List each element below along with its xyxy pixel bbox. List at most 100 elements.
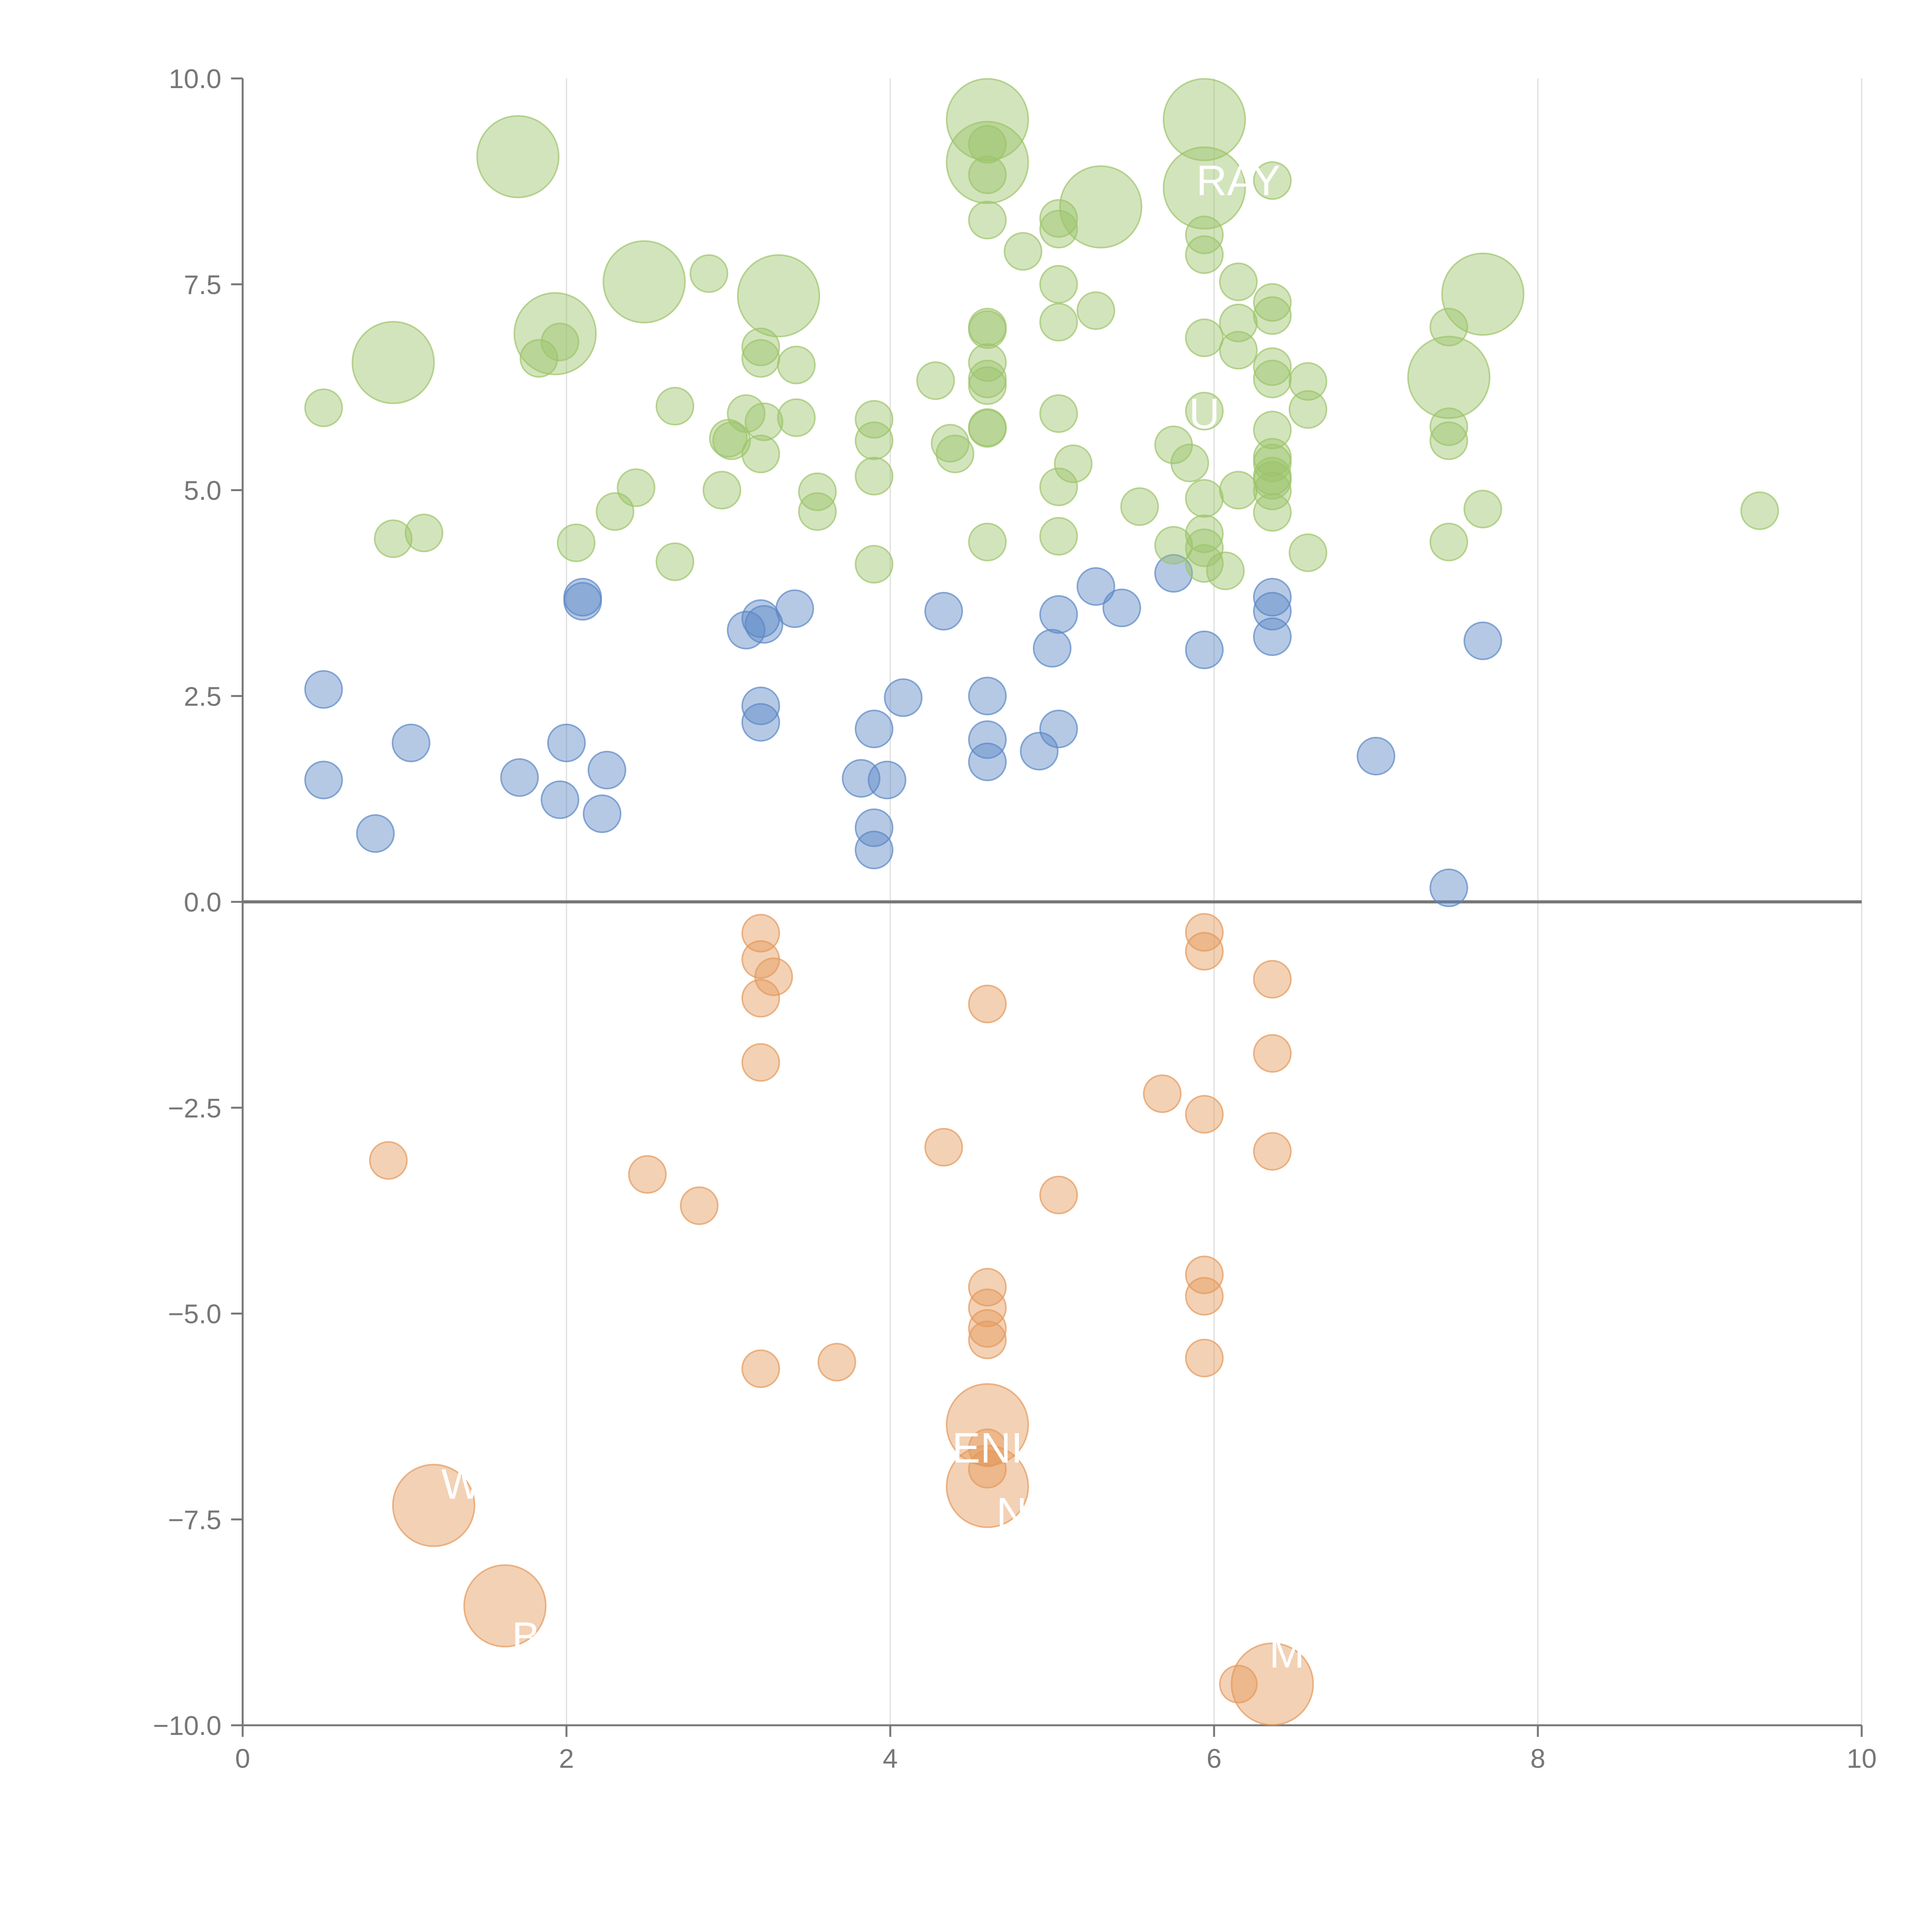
data-point-green bbox=[1219, 262, 1258, 301]
data-point-green bbox=[374, 519, 413, 558]
data-point-green bbox=[405, 514, 444, 553]
data-point-green bbox=[1185, 235, 1224, 274]
data-point-green bbox=[1077, 291, 1116, 330]
data-point-blue bbox=[745, 605, 784, 644]
data-point-green bbox=[1039, 394, 1078, 433]
data-point-orange bbox=[817, 1343, 856, 1382]
y-tick-label: 5.0 bbox=[184, 476, 221, 506]
data-points bbox=[304, 78, 1779, 1726]
data-point-green bbox=[1039, 265, 1078, 304]
point-label: W bbox=[441, 1461, 481, 1508]
data-point-orange bbox=[968, 1268, 1007, 1307]
point-label: B bbox=[512, 1614, 540, 1661]
data-point-orange bbox=[741, 913, 780, 952]
data-point-green bbox=[946, 78, 1029, 162]
data-point-green bbox=[1185, 514, 1224, 553]
data-point-green bbox=[741, 327, 780, 366]
data-point-green bbox=[777, 345, 816, 384]
data-point-green bbox=[557, 523, 596, 562]
data-point-blue bbox=[1357, 736, 1395, 776]
data-point-green bbox=[798, 492, 837, 531]
data-point-green bbox=[1740, 491, 1779, 530]
data-point-green bbox=[968, 201, 1007, 240]
data-point-blue bbox=[563, 582, 602, 621]
data-point-orange bbox=[1143, 1074, 1182, 1113]
data-point-orange bbox=[968, 1450, 1007, 1489]
data-point-green bbox=[1170, 444, 1209, 483]
data-point-green bbox=[737, 254, 820, 338]
data-point-orange bbox=[680, 1186, 719, 1225]
data-point-green bbox=[1253, 359, 1292, 398]
data-point-green bbox=[1219, 331, 1258, 370]
data-point-blue bbox=[855, 709, 894, 748]
data-point-blue bbox=[1039, 595, 1078, 634]
data-point-green bbox=[855, 421, 894, 460]
data-point-green bbox=[1154, 526, 1193, 565]
data-point-orange bbox=[1185, 1277, 1224, 1316]
data-point-blue bbox=[968, 677, 1007, 716]
data-point-orange bbox=[968, 1309, 1007, 1348]
y-tick-label: −2.5 bbox=[168, 1093, 221, 1123]
data-point-blue bbox=[1463, 621, 1502, 660]
data-point-green bbox=[968, 155, 1007, 194]
data-point-orange bbox=[754, 957, 793, 996]
data-point-green bbox=[1429, 308, 1468, 347]
data-point-green bbox=[855, 400, 894, 439]
axes: −10.0 −7.5 −5.0 −2.5 0.0 2.5 5.0 7.5 10.0 0 2 4 6 8 10 bbox=[153, 64, 1877, 1774]
data-point-orange bbox=[741, 1349, 780, 1388]
data-point-blue bbox=[968, 720, 1007, 759]
data-point-blue bbox=[1077, 567, 1116, 606]
x-tick-label: 0 bbox=[235, 1743, 250, 1774]
y-tick-label: −10.0 bbox=[153, 1711, 221, 1741]
data-point-blue bbox=[1253, 578, 1292, 617]
data-point-green bbox=[1163, 78, 1246, 162]
data-point-orange bbox=[741, 1043, 780, 1082]
data-point-green bbox=[1253, 296, 1292, 335]
data-point-blue bbox=[587, 751, 626, 790]
y-tick-label: 10.0 bbox=[169, 64, 221, 94]
data-point-green bbox=[1163, 146, 1246, 230]
data-point-green bbox=[968, 409, 1007, 448]
data-point-orange bbox=[1231, 1642, 1314, 1726]
data-point-green bbox=[617, 468, 656, 507]
data-point-blue bbox=[855, 808, 894, 847]
data-point-green bbox=[519, 339, 558, 378]
data-point-blue bbox=[1253, 617, 1292, 656]
data-point-blue bbox=[1154, 554, 1193, 593]
data-point-blue bbox=[1033, 629, 1071, 668]
data-point-green bbox=[741, 339, 780, 378]
data-point-green bbox=[1185, 318, 1224, 357]
data-point-orange bbox=[1253, 1034, 1292, 1073]
y-tick-label: −5.0 bbox=[168, 1299, 221, 1329]
point-label: ENI bbox=[952, 1424, 1023, 1472]
data-point-green bbox=[1253, 283, 1292, 322]
data-point-green bbox=[1253, 461, 1292, 500]
data-point-green bbox=[916, 361, 955, 400]
data-point-green bbox=[1039, 467, 1078, 506]
point-labels: S RAY U ENI N W B M bbox=[441, 157, 1305, 1677]
point-label: M bbox=[1269, 1629, 1305, 1677]
data-point-green bbox=[968, 310, 1007, 349]
data-point-orange bbox=[369, 1141, 408, 1180]
data-point-orange bbox=[741, 979, 780, 1018]
data-point-green bbox=[1253, 493, 1292, 532]
data-point-green bbox=[745, 402, 784, 441]
data-point-orange bbox=[968, 1428, 1007, 1467]
y-tick-label: −7.5 bbox=[168, 1505, 221, 1535]
data-point-blue bbox=[1020, 732, 1059, 771]
data-point-orange bbox=[946, 1383, 1029, 1466]
data-point-blue bbox=[304, 670, 343, 709]
data-point-green bbox=[541, 322, 580, 361]
data-point-green bbox=[1185, 215, 1224, 254]
data-point-orange bbox=[1185, 932, 1224, 971]
data-point-green bbox=[968, 522, 1007, 561]
data-point-green bbox=[777, 398, 816, 437]
data-point-green bbox=[1185, 544, 1224, 583]
y-tick-label: 2.5 bbox=[184, 681, 221, 711]
data-point-green bbox=[968, 366, 1007, 405]
x-tick-label: 2 bbox=[559, 1743, 574, 1774]
data-point-green bbox=[968, 125, 1007, 164]
data-point-green bbox=[1185, 479, 1224, 518]
y-tick-label: 7.5 bbox=[184, 270, 221, 300]
data-point-orange bbox=[968, 1288, 1007, 1327]
